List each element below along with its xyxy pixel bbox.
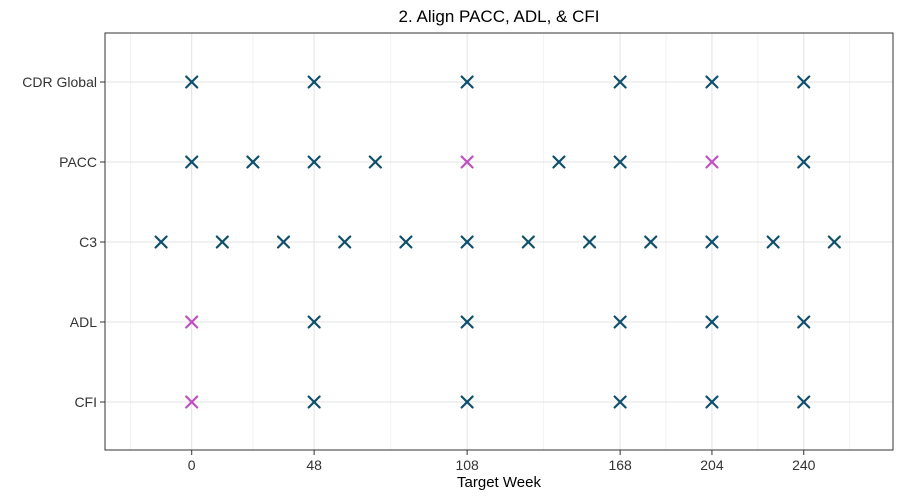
data-point xyxy=(185,155,199,169)
data-point xyxy=(705,235,719,249)
y-tick-label: PACC xyxy=(59,154,97,170)
x-tick-label: 168 xyxy=(608,457,632,473)
y-tick-label: CDR Global xyxy=(22,74,97,90)
data-point xyxy=(521,235,535,249)
data-point xyxy=(276,235,291,249)
data-point xyxy=(797,75,811,89)
data-point xyxy=(185,75,199,89)
data-point xyxy=(644,235,658,249)
y-tick-label: CFI xyxy=(74,394,97,410)
data-point xyxy=(766,235,780,249)
data-point xyxy=(582,235,597,249)
data-point xyxy=(705,75,719,89)
data-points xyxy=(154,75,841,409)
x-tick-label: 0 xyxy=(188,457,196,473)
data-point xyxy=(338,235,352,249)
x-tick-label: 48 xyxy=(306,457,322,473)
data-point xyxy=(827,235,841,249)
data-point xyxy=(613,395,627,409)
data-point xyxy=(460,315,474,329)
y-tick-label: ADL xyxy=(70,314,97,330)
chart-title: 2. Align PACC, ADL, & CFI xyxy=(399,7,600,26)
data-point xyxy=(460,235,474,249)
x-axis-title: Target Week xyxy=(457,474,541,491)
y-axis-labels: CDR Global PACC C3 ADL CFI xyxy=(22,74,97,410)
data-point xyxy=(246,155,260,169)
data-point xyxy=(307,395,321,409)
data-point-highlight xyxy=(185,395,199,409)
x-tick-label: 204 xyxy=(700,457,724,473)
data-point xyxy=(613,155,627,169)
data-point xyxy=(215,235,229,249)
data-point xyxy=(307,155,321,169)
data-point xyxy=(797,155,811,169)
data-point xyxy=(797,315,811,329)
data-point-highlight xyxy=(185,315,199,329)
data-point xyxy=(399,235,413,249)
data-point xyxy=(552,155,566,169)
x-axis-labels: 0 48 108 168 204 240 xyxy=(188,457,816,473)
data-point xyxy=(705,395,719,409)
data-point xyxy=(460,395,474,409)
data-point xyxy=(613,315,627,329)
data-point xyxy=(368,155,382,169)
data-point xyxy=(154,235,168,249)
data-point-highlight xyxy=(705,155,719,169)
data-point xyxy=(307,315,321,329)
axis-ticks xyxy=(100,81,805,455)
y-tick-label: C3 xyxy=(79,234,97,250)
grid-major xyxy=(105,33,893,450)
x-tick-label: 240 xyxy=(792,457,816,473)
data-point xyxy=(460,75,474,89)
data-point xyxy=(613,75,627,89)
data-point-highlight xyxy=(460,155,474,169)
data-point xyxy=(307,75,321,89)
data-point xyxy=(705,315,719,329)
data-point xyxy=(797,395,811,409)
x-tick-label: 108 xyxy=(455,457,479,473)
